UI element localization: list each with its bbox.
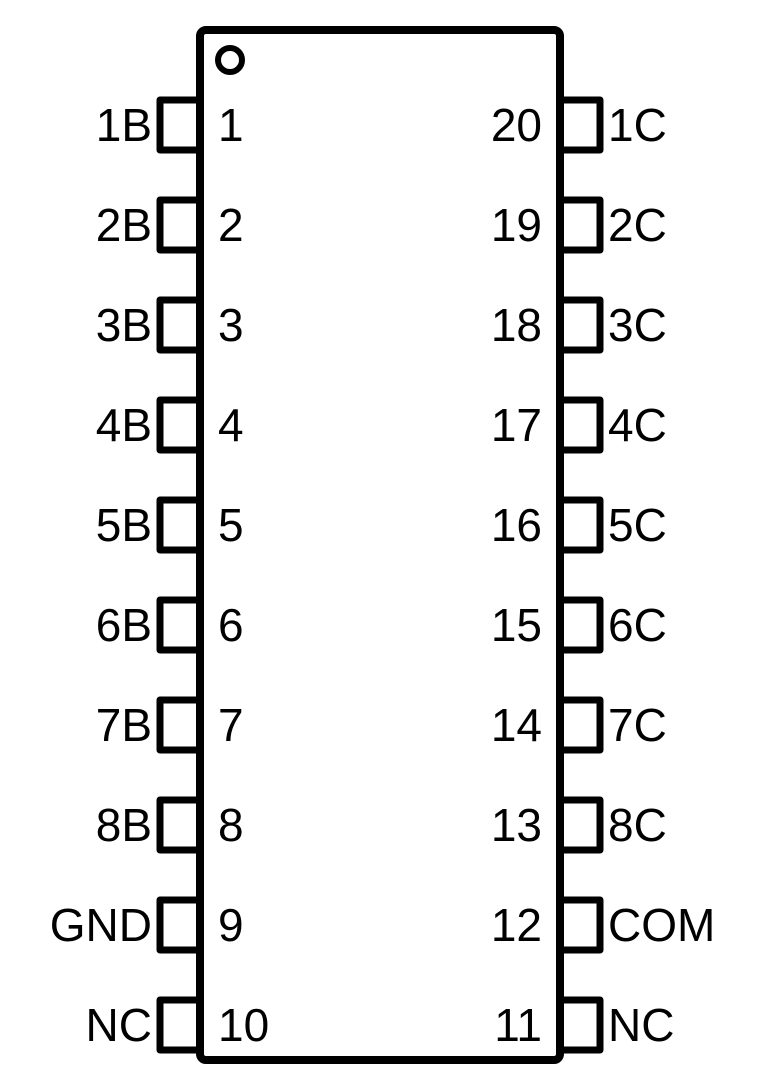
pin-19-number: 19 — [491, 199, 542, 251]
pin-18-label: 3C — [608, 299, 667, 351]
pin-15-label: 6C — [608, 599, 667, 651]
pin-17-number: 17 — [491, 399, 542, 451]
pin-5-number: 5 — [218, 499, 244, 551]
pin-11-number: 11 — [494, 999, 542, 1051]
pin-1-label: 1B — [96, 99, 152, 151]
pin-6-label: 6B — [96, 599, 152, 651]
pin-15-lead — [560, 600, 600, 650]
pin-7-number: 7 — [218, 699, 244, 751]
pin-4-label: 4B — [96, 399, 152, 451]
pin-9-label: GND — [50, 899, 152, 951]
pin-12-label: COM — [608, 899, 715, 951]
pin-19-lead — [560, 200, 600, 250]
pin-20-label: 1C — [608, 99, 667, 151]
pin-2-number: 2 — [218, 199, 244, 251]
pin-19-label: 2C — [608, 199, 667, 251]
pin-12-lead — [560, 900, 600, 950]
pin-9-number: 9 — [218, 899, 244, 951]
pin-6-lead — [160, 600, 200, 650]
pin-4-lead — [160, 400, 200, 450]
pin-6-number: 6 — [218, 599, 244, 651]
pin-14-number: 14 — [491, 699, 542, 751]
pin-3-lead — [160, 300, 200, 350]
pin-11-label: NC — [608, 999, 674, 1051]
pin-10-lead — [160, 1000, 200, 1050]
pin-16-lead — [560, 500, 600, 550]
pin-8-number: 8 — [218, 799, 244, 851]
pin-7-label: 7B — [96, 699, 152, 751]
pin-18-number: 18 — [491, 299, 542, 351]
pin-3-number: 3 — [218, 299, 244, 351]
pin-12-number: 12 — [491, 899, 542, 951]
pin-8-label: 8B — [96, 799, 152, 851]
pin-10-label: NC — [86, 999, 152, 1051]
pin-18-lead — [560, 300, 600, 350]
pin-14-label: 7C — [608, 699, 667, 751]
pin-15-number: 15 — [491, 599, 542, 651]
pin-14-lead — [560, 700, 600, 750]
pin-11-lead — [560, 1000, 600, 1050]
pin-2-lead — [160, 200, 200, 250]
pin-3-label: 3B — [96, 299, 152, 351]
pin-2-label: 2B — [96, 199, 152, 251]
pin-8-lead — [160, 800, 200, 850]
pin-16-label: 5C — [608, 499, 667, 551]
pin-13-number: 13 — [491, 799, 542, 851]
pin-7-lead — [160, 700, 200, 750]
pin-13-label: 8C — [608, 799, 667, 851]
pin-4-number: 4 — [218, 399, 244, 451]
ic-pinout-diagram: 1B 1 2B 2 3B 3 4B 4 5B 5 6B 6 7B 7 8B 8 GND 9 NC 10 1C 20 2C 19… — [0, 0, 767, 1086]
pin-13-lead — [560, 800, 600, 850]
pin-20-lead — [560, 100, 600, 150]
pin-1-lead — [160, 100, 200, 150]
pin-16-number: 16 — [491, 499, 542, 551]
pin-10-number: 10 — [218, 999, 269, 1051]
pin-1-number: 1 — [218, 99, 244, 151]
pin-17-lead — [560, 400, 600, 450]
pin-17-label: 4C — [608, 399, 667, 451]
pin-20-number: 20 — [491, 99, 542, 151]
pin-9-lead — [160, 900, 200, 950]
pin-5-lead — [160, 500, 200, 550]
pin-5-label: 5B — [96, 499, 152, 551]
